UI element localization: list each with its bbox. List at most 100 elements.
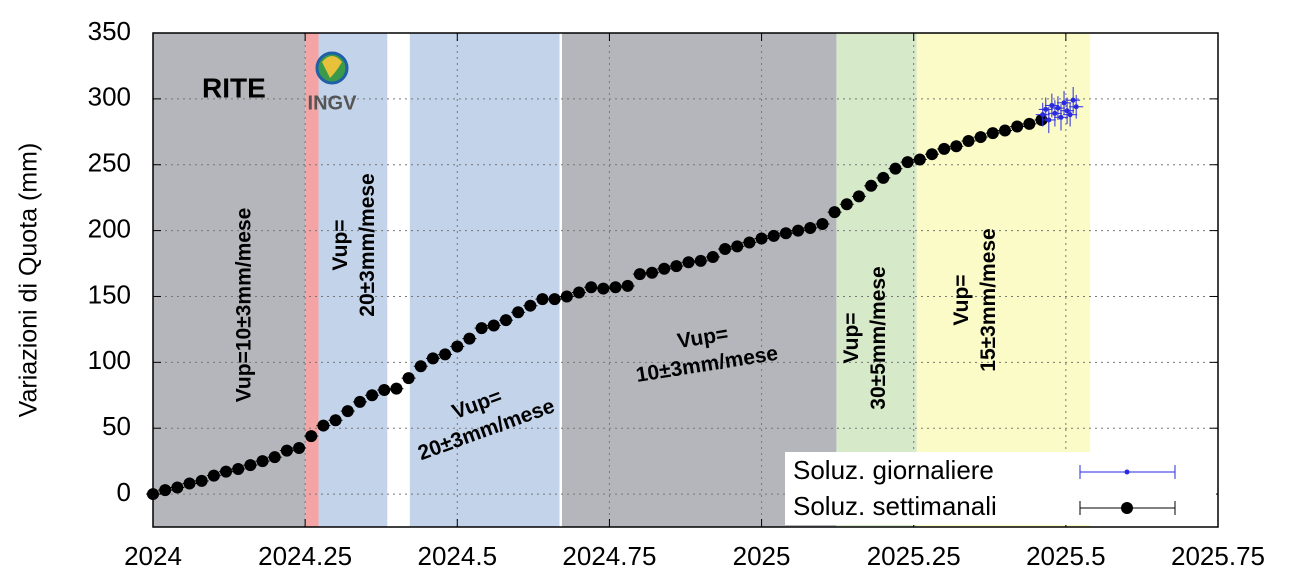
data-point	[913, 153, 926, 166]
x-tick-label: 2025	[733, 541, 791, 571]
data-point	[560, 290, 573, 303]
data-point	[256, 455, 269, 468]
data-point	[195, 474, 208, 487]
data-point	[1070, 97, 1076, 103]
y-axis-title: Variazioni di Quota (mm)	[15, 143, 43, 418]
annotation-text: Vup=	[329, 219, 352, 270]
data-point	[585, 281, 598, 294]
data-point	[402, 372, 415, 385]
annotation-text: 15±3mm/mese	[977, 228, 1000, 371]
data-point	[719, 243, 732, 256]
data-point	[609, 281, 622, 294]
data-point	[621, 279, 634, 292]
data-point	[207, 469, 220, 482]
data-point	[1023, 117, 1036, 130]
data-point	[317, 419, 330, 432]
data-point	[804, 221, 817, 234]
data-point	[682, 256, 695, 269]
data-point	[426, 352, 439, 365]
data-point	[962, 135, 975, 148]
y-tick-label: 150	[88, 279, 131, 309]
station-label: RITE	[202, 72, 266, 103]
data-point	[341, 405, 354, 418]
data-point	[305, 430, 318, 443]
data-point	[901, 156, 914, 169]
data-point	[293, 441, 306, 454]
legend-marker	[1121, 502, 1133, 514]
data-point	[852, 190, 865, 203]
data-point	[1073, 104, 1079, 110]
data-point	[755, 232, 768, 245]
data-point	[220, 465, 233, 478]
data-point	[244, 459, 257, 472]
data-point	[1067, 112, 1073, 118]
annotation: Vup=10±3mm/mese	[233, 208, 256, 403]
data-point	[536, 293, 549, 306]
data-point	[743, 236, 756, 249]
data-point	[1040, 112, 1046, 118]
legend-box	[785, 452, 1216, 525]
data-point	[1043, 106, 1049, 112]
data-point	[512, 306, 525, 319]
y-tick-label: 100	[88, 345, 131, 375]
velocity-region	[318, 33, 388, 527]
legend-label: Soluz. settimanali	[793, 491, 997, 521]
data-point	[268, 451, 281, 464]
y-tick-label: 50	[102, 411, 131, 441]
data-point	[999, 124, 1011, 137]
data-point	[658, 262, 671, 275]
x-tick-label: 2024.75	[562, 541, 656, 571]
y-tick-label: 250	[88, 148, 131, 178]
velocity-region	[561, 33, 837, 527]
data-point	[280, 444, 293, 457]
data-point	[1055, 105, 1061, 111]
data-point	[573, 286, 585, 299]
data-point	[877, 171, 890, 184]
data-point	[1046, 117, 1052, 123]
data-point	[1058, 114, 1064, 120]
plot-frame	[152, 32, 1219, 528]
data-point	[706, 250, 719, 263]
data-point	[1061, 100, 1067, 106]
data-point	[1035, 113, 1048, 126]
data-point	[816, 218, 829, 231]
data-point	[171, 481, 184, 494]
data-point	[828, 206, 841, 219]
data-point	[731, 240, 744, 253]
data-point	[694, 254, 707, 267]
data-point	[487, 319, 500, 332]
y-tick-label: 350	[88, 16, 131, 46]
velocity-region	[409, 33, 560, 527]
annotation-text: 30±5mm/mese	[867, 266, 890, 409]
data-point	[779, 227, 792, 240]
annotation-text: Vup=	[840, 312, 863, 363]
annotation: Vup= 15±3mm/mese	[950, 228, 1000, 371]
data-point	[414, 360, 427, 373]
data-point	[524, 299, 537, 312]
data-point	[353, 395, 366, 408]
data-point	[1011, 120, 1024, 133]
data-point	[451, 340, 464, 353]
data-point	[986, 127, 999, 140]
annotation: Vup= 30±5mm/mese	[840, 266, 890, 409]
legend-label: Soluz. giornaliere	[793, 455, 994, 485]
data-point	[597, 282, 610, 295]
annotation: Vup=20±3mm/mese	[329, 173, 379, 316]
x-tick-label: 2024	[124, 541, 182, 571]
data-point	[767, 229, 780, 242]
data-point	[329, 414, 342, 427]
y-tick-label: 200	[88, 213, 131, 243]
velocity-region	[836, 33, 917, 527]
data-point	[1052, 110, 1058, 116]
data-point	[1049, 102, 1055, 108]
logo-globe-detail	[322, 56, 342, 78]
x-tick-label: 2025.5	[1026, 541, 1106, 571]
data-point	[232, 463, 245, 476]
data-point	[366, 389, 379, 402]
data-point	[159, 484, 172, 497]
data-point	[439, 348, 452, 361]
annotation-text: 20±3mm/mese	[356, 173, 379, 316]
data-point	[183, 477, 196, 490]
data-point	[475, 322, 488, 335]
